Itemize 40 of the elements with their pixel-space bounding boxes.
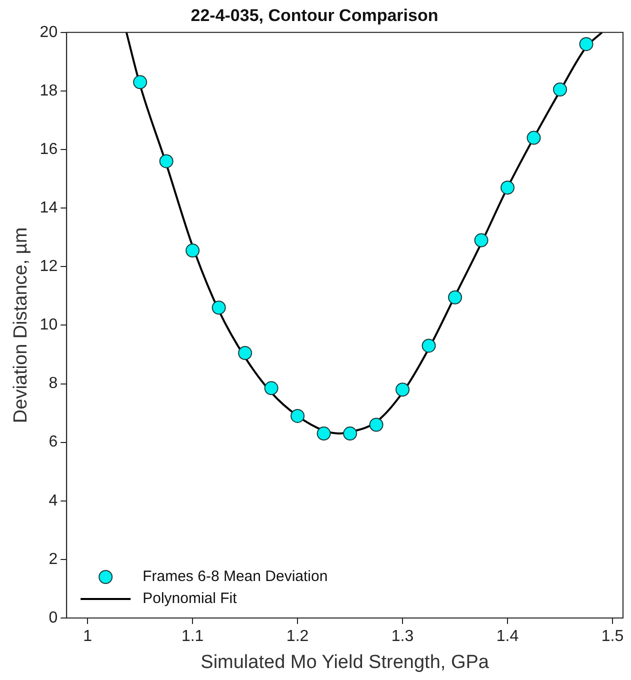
point <box>500 180 515 195</box>
y-tick-label: 8 <box>48 375 58 392</box>
point <box>133 75 148 90</box>
point <box>526 130 541 145</box>
point <box>212 300 226 315</box>
point <box>448 290 462 304</box>
x-tick-label: 1 <box>83 628 92 646</box>
legend-label: Frames 6-8 Mean Deviation <box>142 568 328 586</box>
y-tick-label: 2 <box>48 550 58 568</box>
x-tick-label: 1.2 <box>286 628 309 646</box>
x-tick-label: 1.1 <box>181 628 204 646</box>
chart-title: 22-4-035, Contour Comparison <box>190 6 438 25</box>
x-tick-label: 1.3 <box>391 628 414 646</box>
y-tick-label: 18 <box>40 82 58 100</box>
x-tick-label: 1.4 <box>496 628 519 646</box>
point <box>316 426 331 441</box>
y-tick-label: 10 <box>40 316 58 334</box>
legend-label: Polynomial Fit <box>142 590 238 608</box>
x-axis-title: Simulated Mo Yield Strength, GPa <box>200 652 490 673</box>
point <box>264 381 278 396</box>
point <box>422 338 436 353</box>
point <box>238 346 252 360</box>
point <box>474 233 488 248</box>
y-tick-label: 12 <box>40 258 58 276</box>
x-tick-label: 1.5 <box>601 628 624 646</box>
point <box>343 426 358 441</box>
y-tick-label: 16 <box>40 140 58 158</box>
y-tick-label: 14 <box>40 199 58 216</box>
point <box>579 37 594 52</box>
y-tick-label: 6 <box>48 434 58 451</box>
point <box>159 154 174 168</box>
y-axis-title: Deviation Distance, µm <box>10 227 32 424</box>
point <box>369 418 384 432</box>
point <box>290 408 305 423</box>
point <box>396 382 410 397</box>
y-tick-label: 4 <box>48 492 58 510</box>
point <box>186 244 200 258</box>
y-tick-label: 20 <box>40 24 58 41</box>
y-tick-label: 0 <box>48 609 58 626</box>
point <box>553 82 568 96</box>
